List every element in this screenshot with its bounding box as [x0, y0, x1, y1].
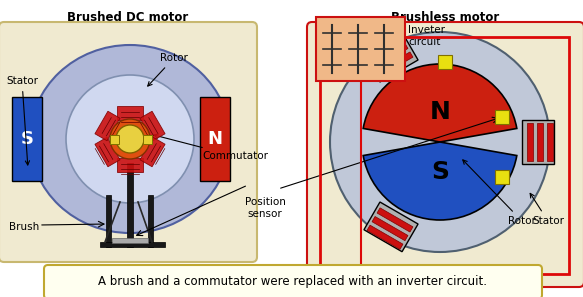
FancyBboxPatch shape — [0, 22, 257, 262]
Text: Rotor: Rotor — [463, 160, 536, 226]
Text: Position
sensor: Position sensor — [244, 197, 286, 219]
Bar — [100, 242, 165, 247]
Polygon shape — [377, 52, 413, 76]
Text: S: S — [431, 160, 449, 184]
Bar — [495, 110, 509, 124]
Bar — [110, 135, 119, 144]
Circle shape — [330, 32, 550, 252]
Polygon shape — [117, 158, 143, 172]
Bar — [495, 170, 509, 184]
FancyBboxPatch shape — [44, 265, 542, 297]
Circle shape — [116, 125, 144, 153]
Polygon shape — [522, 120, 554, 164]
Text: S: S — [20, 130, 33, 148]
Bar — [148, 195, 153, 247]
Polygon shape — [377, 208, 413, 232]
Polygon shape — [527, 123, 533, 161]
Bar — [106, 195, 111, 247]
Polygon shape — [117, 106, 143, 120]
Text: Stator: Stator — [530, 193, 564, 226]
Circle shape — [110, 119, 150, 159]
Wedge shape — [363, 64, 517, 142]
Circle shape — [66, 75, 194, 203]
Bar — [112, 238, 148, 243]
Bar — [127, 163, 133, 247]
Bar — [12, 97, 42, 181]
Bar — [143, 135, 152, 144]
FancyBboxPatch shape — [307, 22, 583, 287]
Polygon shape — [537, 123, 543, 161]
Polygon shape — [367, 35, 403, 59]
Polygon shape — [364, 202, 418, 252]
Polygon shape — [364, 32, 418, 82]
Text: Stator: Stator — [6, 76, 38, 165]
Wedge shape — [363, 142, 517, 220]
Text: Brushless motor: Brushless motor — [391, 11, 500, 24]
Polygon shape — [140, 137, 165, 167]
Polygon shape — [95, 137, 120, 167]
Bar — [438, 55, 452, 69]
Text: Commutator: Commutator — [154, 134, 268, 161]
Polygon shape — [367, 225, 403, 249]
Text: N: N — [430, 100, 451, 124]
Text: A brush and a commutator were replaced with an inverter circuit.: A brush and a commutator were replaced w… — [99, 276, 487, 288]
Polygon shape — [372, 217, 408, 241]
Bar — [200, 97, 230, 181]
Polygon shape — [372, 43, 408, 67]
Polygon shape — [95, 111, 120, 141]
Text: Brush: Brush — [9, 222, 39, 232]
Polygon shape — [547, 123, 553, 161]
Text: Inveter
circuit: Inveter circuit — [408, 25, 445, 47]
Polygon shape — [140, 111, 165, 141]
Text: Rotor: Rotor — [147, 53, 188, 86]
FancyBboxPatch shape — [316, 17, 405, 81]
Ellipse shape — [30, 45, 230, 233]
Text: Brushed DC motor: Brushed DC motor — [68, 11, 189, 24]
Text: N: N — [208, 130, 223, 148]
